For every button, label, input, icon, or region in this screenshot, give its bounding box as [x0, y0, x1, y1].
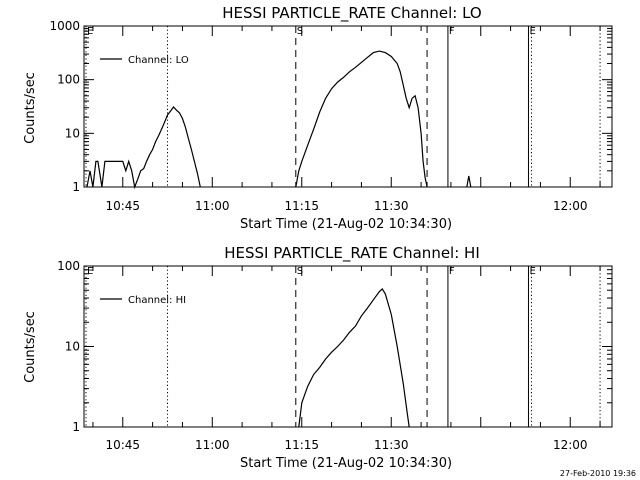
- panel-lo-title: HESSI PARTICLE_RATE Channel: LO: [222, 4, 481, 23]
- legend-entry: Channel: LO: [128, 55, 189, 66]
- event-marker-label: E: [87, 26, 93, 37]
- series-line: [298, 287, 410, 428]
- y-tick-label: 10: [65, 126, 80, 140]
- plot-frame: [83, 25, 613, 188]
- y-tick-label: 10: [65, 340, 80, 354]
- panel-lo-xlabel: Start Time (21-Aug-02 10:34:30): [240, 217, 452, 232]
- panel-hi-title: HESSI PARTICLE_RATE Channel: HI: [224, 244, 480, 263]
- y-tick-label: 1: [72, 420, 80, 434]
- event-marker-label: F: [449, 26, 455, 37]
- panel-hi-xlabel: Start Time (21-Aug-02 10:34:30): [240, 456, 452, 471]
- event-marker-label: F: [449, 266, 455, 277]
- event-marker-label: E: [87, 266, 93, 277]
- event-marker-label: E: [529, 266, 535, 277]
- panel-lo-plot: 1 10 100 1000 10:45 11:00 11:15 11:30 12:00 E S F E C…: [49, 19, 613, 213]
- x-tick-label: 11:00: [195, 438, 230, 452]
- x-tick-label: 11:30: [374, 199, 409, 213]
- y-tick-label: 100: [57, 259, 80, 273]
- series-line: [466, 175, 472, 188]
- x-tick-label: 12:00: [553, 199, 588, 213]
- timestamp: 27-Feb-2010 19:36: [560, 469, 636, 478]
- panel-lo: HESSI PARTICLE_RATE Channel: LO Counts/s…: [23, 4, 613, 232]
- event-marker-label: S: [297, 266, 303, 277]
- y-tick-label: 1000: [49, 19, 80, 33]
- x-tick-label: 11:30: [374, 438, 409, 452]
- y-tick-label: 1: [72, 180, 80, 194]
- y-tick-label: 100: [57, 73, 80, 87]
- panel-hi-ylabel: Counts/sec: [23, 311, 38, 383]
- series-line: [86, 106, 201, 190]
- panel-hi: HESSI PARTICLE_RATE Channel: HI Counts/s…: [23, 244, 613, 471]
- x-tick-label: 11:00: [195, 199, 230, 213]
- x-tick-label: 11:15: [284, 438, 319, 452]
- panel-hi-plot: 1 10 100 10:45 11:00 11:15 11:30 12:00 E S F E Chann…: [57, 259, 613, 452]
- x-tick-label: 12:00: [553, 438, 588, 452]
- panel-lo-ylabel: Counts/sec: [23, 72, 38, 144]
- series-line: [295, 50, 428, 188]
- x-tick-label: 10:45: [105, 438, 140, 452]
- plot-frame: [83, 265, 613, 428]
- x-tick-label: 10:45: [105, 199, 140, 213]
- legend-entry: Channel: HI: [128, 295, 186, 306]
- x-tick-label: 11:15: [284, 199, 319, 213]
- event-marker-label: S: [297, 26, 303, 37]
- event-marker-label: E: [529, 26, 535, 37]
